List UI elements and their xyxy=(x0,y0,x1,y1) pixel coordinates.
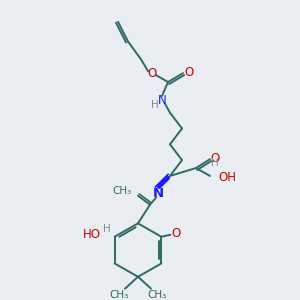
Text: OH: OH xyxy=(218,171,236,184)
Text: CH₃: CH₃ xyxy=(147,290,167,300)
Text: HO: HO xyxy=(82,228,100,241)
Text: O: O xyxy=(147,67,157,80)
Text: H: H xyxy=(103,224,110,234)
Text: O: O xyxy=(172,227,181,240)
Text: N: N xyxy=(152,187,164,200)
Text: N: N xyxy=(158,94,166,107)
Text: CH₃: CH₃ xyxy=(113,186,132,196)
Text: CH₃: CH₃ xyxy=(110,290,129,300)
Text: H: H xyxy=(211,158,219,168)
Text: O: O xyxy=(210,152,220,165)
Text: O: O xyxy=(184,66,194,79)
Text: H: H xyxy=(151,100,159,110)
